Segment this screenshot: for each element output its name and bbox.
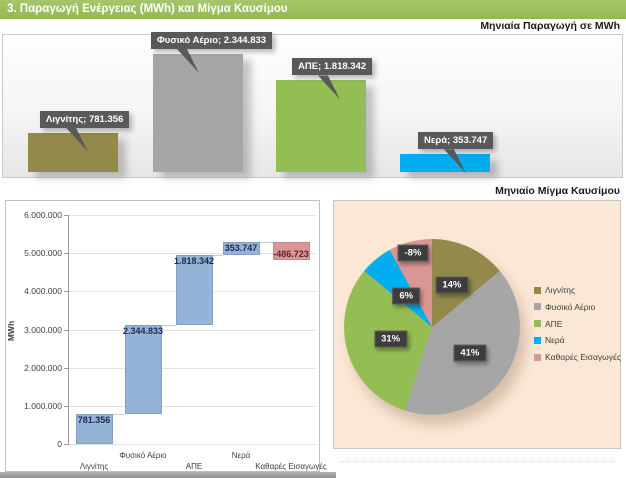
production-waterfall-chart: 0 1.000.000 2.000.000 3.000.000 4.000.000 5.0… — [5, 200, 327, 472]
legend-swatch-icon — [534, 320, 541, 328]
section-title: 3. Παραγωγή Ενέργειας (MWh) και Μίγμα Κα… — [7, 3, 288, 15]
legend-swatch-icon — [534, 353, 541, 361]
legend-label-water: Νερά — [545, 335, 565, 346]
pie-percent-label-water: 6% — [392, 287, 421, 305]
production-chart-title: Μηνιαία Παραγωγή σε MWh — [480, 20, 620, 32]
y-axis-title: MWh — [6, 320, 17, 342]
gridline — [68, 444, 316, 445]
y-axis-tick — [64, 215, 68, 216]
x-axis-category-res: ΑΠΕ — [185, 462, 203, 471]
section-header: 3. Παραγωγή Ενέργειας (MWh) και Μίγμα Κα… — [0, 0, 626, 19]
data-label-callout-res: ΑΠΕ; 1.818.342 — [292, 58, 373, 100]
next-section-edge — [0, 472, 336, 478]
fuel-mix-pie-chart: 14% 41% 31% 6% -8% Λιγνίτης Φυσικό Αέριο ΑΠΕ Νερ… — [333, 200, 621, 449]
y-axis-tick — [64, 367, 68, 369]
legend-label-net-imports: Καθαρές Εισαγωγές — [545, 352, 621, 363]
waterfall-connector — [112, 414, 125, 416]
waterfall-bar-natural-gas — [124, 324, 162, 415]
waterfall-value-net-imports: -486.723 — [273, 249, 309, 260]
waterfall-value-natural-gas: 2.344.833 — [122, 325, 164, 336]
legend-label-lignite: Λιγνίτης — [545, 285, 576, 295]
waterfall-value-water: 353.747 — [224, 242, 258, 253]
gridline — [68, 329, 316, 331]
y-axis-tick — [64, 253, 68, 255]
waterfall-bar-lignite — [75, 414, 113, 444]
bar-water — [400, 154, 490, 172]
pie-circle — [344, 239, 520, 415]
gridline — [68, 405, 316, 407]
gridline — [68, 253, 316, 255]
data-label-callout-natural-gas: Φυσικό Αέριο; 2.344.833 — [151, 32, 273, 73]
waterfall-connector — [161, 324, 176, 326]
pie-percent-label-natural-gas: 41% — [453, 344, 487, 362]
x-axis-category-lignite: Λιγνίτης — [79, 462, 109, 471]
fuel-mix-chart-title: Μηνιαίο Μίγμα Καυσίμου — [495, 185, 620, 197]
legend-swatch-icon — [534, 303, 541, 311]
x-axis-category-natural-gas: Φυσικό Αέριο — [119, 451, 167, 460]
waterfall-bar-water — [222, 241, 260, 256]
monthly-production-bar-chart: Λιγνίτης; 781.356 Φυσικό Αέριο; 2.344.833… — [2, 32, 623, 178]
y-axis-label: 5.000.000 — [24, 248, 62, 259]
legend-item-net-imports: Καθαρές Εισαγωγές — [534, 351, 621, 363]
legend-item-water: Νερά — [534, 334, 565, 346]
x-axis-category-net-imports: Καθαρές Εισαγωγές — [255, 462, 327, 471]
y-axis-label: 1.000.000 — [24, 400, 62, 411]
pie-percent-label-res: 31% — [374, 330, 408, 348]
waterfall-bar-net-imports — [272, 241, 310, 261]
legend-label-res: ΑΠΕ — [545, 318, 563, 329]
pie-panel-divider — [340, 461, 616, 462]
y-axis-tick — [64, 444, 68, 445]
y-axis-tick — [64, 329, 68, 331]
y-axis-tick — [64, 291, 68, 293]
waterfall-value-lignite: 781.356 — [77, 415, 111, 426]
bar-natural-gas — [153, 54, 243, 172]
waterfall-value-res: 1.818.342 — [173, 256, 215, 267]
legend-label-natural-gas: Φυσικό Αέριο — [545, 301, 596, 312]
bar-lignite — [28, 132, 118, 172]
legend-item-lignite: Λιγνίτης — [534, 284, 575, 296]
x-axis-category-water: Νερά — [231, 451, 251, 460]
waterfall-bar-res — [175, 255, 213, 325]
legend-item-res: ΑΠΕ — [534, 318, 562, 330]
gridline — [68, 367, 316, 369]
y-axis-label: 3.000.000 — [24, 324, 62, 335]
y-axis-label: 0 — [57, 439, 62, 449]
y-axis-label: 2.000.000 — [24, 362, 62, 373]
y-axis-line — [68, 215, 69, 445]
y-axis-label: 4.000.000 — [24, 286, 62, 297]
legend-swatch-icon — [534, 336, 541, 344]
waterfall-connector — [259, 241, 273, 243]
data-label-callout-lignite: Λιγνίτης; 781.356 — [40, 110, 130, 152]
gridline — [68, 215, 316, 216]
y-axis-tick — [64, 405, 68, 407]
legend-item-natural-gas: Φυσικό Αέριο — [534, 301, 595, 313]
legend-swatch-icon — [534, 286, 541, 294]
data-label-callout-water: Νερά; 353.747 — [418, 132, 494, 174]
pie-percent-label-lignite: 14% — [435, 276, 469, 294]
waterfall-connector — [212, 255, 223, 257]
bar-res — [276, 80, 366, 172]
pie-percent-label-net-imports: -8% — [397, 244, 429, 262]
y-axis-label: 6.000.000 — [24, 210, 62, 220]
